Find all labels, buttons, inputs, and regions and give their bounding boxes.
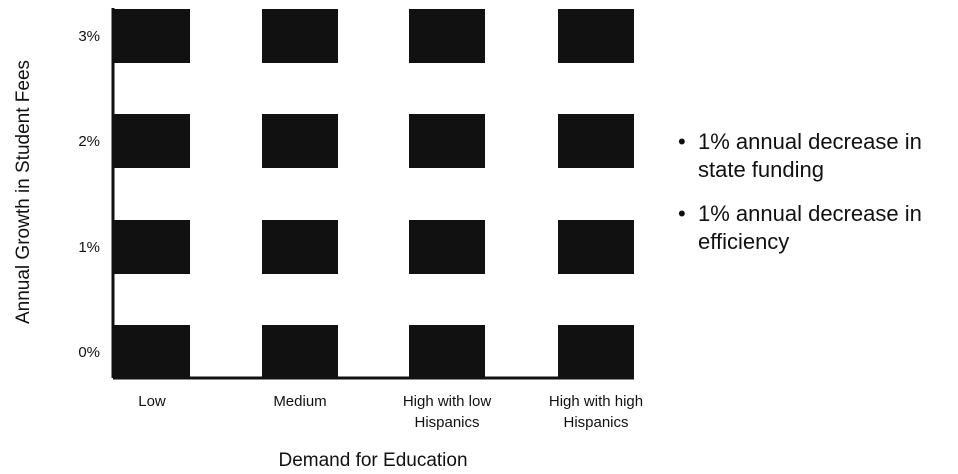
x-tick-label: High with low Hispanics — [403, 393, 492, 431]
cell-1-2 — [262, 114, 338, 168]
legend-item-efficiency: • 1% annual decrease in efficiency — [676, 200, 956, 256]
cell-1-0 — [262, 325, 338, 379]
cells — [114, 9, 634, 379]
x-tick-label: Low — [138, 393, 166, 410]
cell-1-1 — [262, 220, 338, 274]
bullet-icon: • — [678, 201, 686, 226]
x-tick-label: Medium — [273, 393, 326, 410]
cell-3-1 — [558, 220, 634, 274]
cell-0-3 — [114, 9, 190, 63]
cell-0-2 — [114, 114, 190, 168]
x-tick-labels: Low Medium High with low Hispanics High with… — [138, 393, 643, 431]
legend: • 1% annual decrease in state funding • … — [676, 128, 956, 272]
legend-item-label: 1% annual decrease in efficiency — [698, 201, 922, 254]
y-axis-title: Annual Growth in Student Fees — [13, 60, 34, 324]
cell-3-2 — [558, 114, 634, 168]
bullet-icon: • — [678, 129, 686, 154]
cell-3-0 — [558, 325, 634, 379]
cell-1-3 — [262, 9, 338, 63]
y-tick-label: 3% — [78, 28, 100, 45]
x-tick-label: High with high Hispanics — [549, 393, 643, 431]
cell-2-2 — [409, 114, 485, 168]
y-tick-label: 0% — [78, 344, 100, 361]
legend-item-label: 1% annual decrease in state funding — [698, 129, 922, 182]
cell-2-0 — [409, 325, 485, 379]
legend-item-state-funding: • 1% annual decrease in state funding — [676, 128, 956, 184]
y-tick-label: 2% — [78, 133, 100, 150]
cell-2-3 — [409, 9, 485, 63]
cell-0-0 — [114, 325, 190, 379]
x-axis-title: Demand for Education — [278, 450, 467, 471]
y-tick-labels: 0% 1% 2% 3% — [78, 28, 100, 361]
cell-3-3 — [558, 9, 634, 63]
cell-0-1 — [114, 220, 190, 274]
y-tick-label: 1% — [78, 239, 100, 256]
cell-2-1 — [409, 220, 485, 274]
